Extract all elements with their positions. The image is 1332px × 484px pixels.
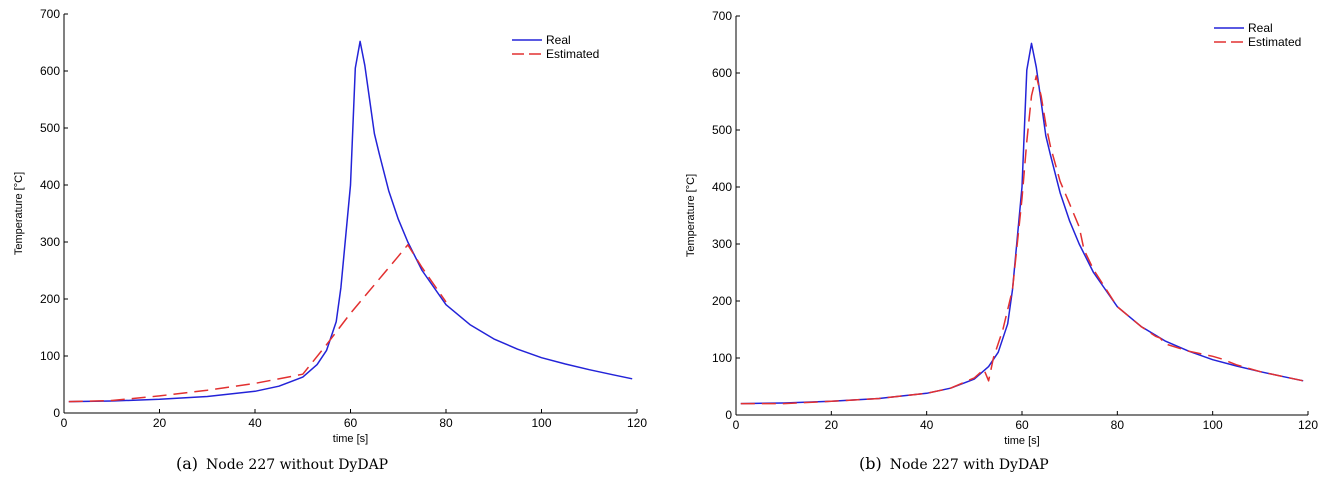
legend-label-real: Real	[1248, 21, 1273, 35]
y-tick-label: 400	[40, 178, 60, 192]
x-tick-label: 120	[627, 416, 647, 430]
x-tick-label: 0	[61, 416, 68, 430]
series-line-real	[740, 42, 1304, 405]
x-tick-label: 60	[344, 416, 358, 430]
x-tick-label: 100	[1203, 418, 1223, 432]
x-axis-label: time [s]	[1004, 435, 1039, 447]
x-tick-label: 0	[733, 418, 740, 432]
y-tick-label: 500	[712, 123, 732, 137]
series-line-real	[68, 40, 633, 403]
caption-a-tag: (a)	[176, 454, 199, 473]
x-tick-label: 100	[531, 416, 551, 430]
x-tick-label: 80	[439, 416, 453, 430]
series-line-estimated	[68, 244, 447, 403]
y-tick-label: 200	[712, 294, 732, 308]
y-axis-label: Temperature [°C]	[685, 174, 697, 257]
y-tick-label: 600	[40, 64, 60, 78]
y-tick-label: 100	[40, 349, 60, 363]
x-tick-label: 20	[153, 416, 167, 430]
x-tick-label: 120	[1298, 418, 1318, 432]
caption-a-text: Node 227 without DyDAP	[206, 457, 389, 473]
y-tick-label: 500	[40, 121, 60, 135]
y-axis-label: Temperature [°C]	[13, 172, 25, 255]
series-line-estimated	[740, 75, 1304, 405]
caption-b-tag: (b)	[859, 454, 882, 473]
y-tick-label: 300	[712, 237, 732, 251]
legend-label-estimated: Estimated	[1248, 35, 1301, 49]
chart-panel-b: 0 20 40 60 80 100 120 0 100 200 300 400 500 600 700 tim…	[666, 0, 1332, 484]
x-tick-label: 80	[1111, 418, 1125, 432]
y-tick-label: 100	[712, 351, 732, 365]
y-tick-label: 700	[40, 7, 60, 21]
caption-b-text: Node 227 with DyDAP	[889, 457, 1049, 473]
caption-b: (b) Node 227 with DyDAP	[859, 454, 1049, 473]
legend-label-real: Real	[546, 33, 571, 47]
y-tick-label: 400	[712, 180, 732, 194]
caption-a: (a) Node 227 without DyDAP	[176, 454, 388, 473]
y-tick-label: 600	[712, 66, 732, 80]
y-tick-label: 0	[53, 406, 60, 420]
y-tick-label: 700	[712, 9, 732, 23]
legend-label-estimated: Estimated	[546, 47, 599, 61]
chart-a-plot: 0 20 40 60 80 100 120 0 100 200 300 400 500 600 700 tim…	[13, 7, 647, 445]
x-axis-label: time [s]	[333, 433, 368, 445]
y-tick-label: 300	[40, 235, 60, 249]
y-tick-label: 0	[725, 408, 732, 422]
chart-panel-a: 0 20 40 60 80 100 120 0 100 200 300 400 500 600 700 tim…	[13, 7, 647, 473]
x-tick-label: 40	[248, 416, 262, 430]
x-tick-label: 40	[920, 418, 934, 432]
x-tick-label: 60	[1015, 418, 1029, 432]
chart-b-plot: 0 20 40 60 80 100 120 0 100 200 300 400 500 600 700 tim…	[685, 9, 1318, 447]
y-tick-label: 200	[40, 292, 60, 306]
x-tick-label: 20	[825, 418, 839, 432]
